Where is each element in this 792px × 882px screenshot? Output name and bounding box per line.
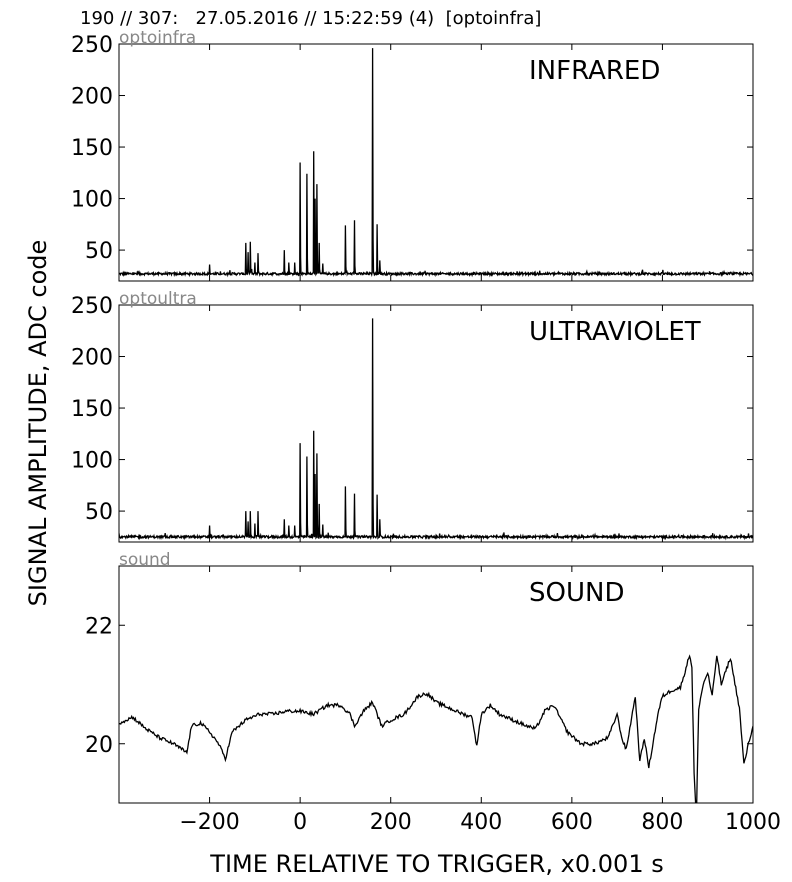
y-axis-title: SIGNAL AMPLITUDE, ADC code bbox=[24, 240, 52, 607]
x-tick-label: 0 bbox=[293, 810, 307, 835]
y-tick-label: 100 bbox=[71, 188, 113, 213]
x-tick-label: 800 bbox=[641, 810, 683, 835]
y-tick-label: 100 bbox=[71, 449, 113, 474]
x-tick-label: −200 bbox=[179, 810, 239, 835]
y-tick-label: 200 bbox=[71, 85, 113, 110]
panel-optoinfra: 50 100 150 200 250 optoinfra INFRARED bbox=[71, 28, 754, 282]
plot-frame bbox=[118, 304, 754, 543]
panel-label: SOUND bbox=[529, 578, 624, 608]
y-tick-label: 20 bbox=[85, 733, 113, 758]
figure-title: 190 // 307: 27.05.2016 // 15:22:59 (4) [… bbox=[80, 8, 542, 29]
panel-tag: sound bbox=[119, 550, 171, 570]
panel-optoultra: 50 100 150 200 250 optoultra ULTRAVIOLET bbox=[71, 289, 754, 543]
plot-frame bbox=[118, 43, 754, 282]
x-tick-label: 400 bbox=[460, 810, 502, 835]
panel-label: ULTRAVIOLET bbox=[529, 317, 701, 347]
panel-tag: optoinfra bbox=[119, 28, 196, 48]
series-line-optoultra bbox=[119, 318, 753, 541]
y-tick-label: 22 bbox=[85, 614, 113, 639]
panel-sound: 20 22 −200 0 200 400 600 800 1000 sound SOUND bbox=[85, 550, 781, 835]
y-tick-label: 250 bbox=[71, 33, 113, 58]
x-tick-label: 200 bbox=[370, 810, 412, 835]
y-tick-label: 200 bbox=[71, 346, 113, 371]
x-tick-label: 600 bbox=[551, 810, 593, 835]
y-tick-label: 150 bbox=[71, 397, 113, 422]
panel-tag: optoultra bbox=[119, 289, 197, 309]
x-tick-label: 1000 bbox=[725, 810, 781, 835]
plot-frame bbox=[118, 565, 754, 804]
panel-label: INFRARED bbox=[529, 56, 660, 86]
y-tick-label: 50 bbox=[85, 500, 113, 525]
series-line-optoinfra bbox=[119, 48, 753, 278]
y-tick-label: 150 bbox=[71, 136, 113, 161]
y-tick-label: 50 bbox=[85, 239, 113, 264]
x-axis-title: TIME RELATIVE TO TRIGGER, x0.001 s bbox=[209, 850, 663, 878]
series-line-sound bbox=[119, 654, 753, 803]
y-tick-label: 250 bbox=[71, 294, 113, 319]
